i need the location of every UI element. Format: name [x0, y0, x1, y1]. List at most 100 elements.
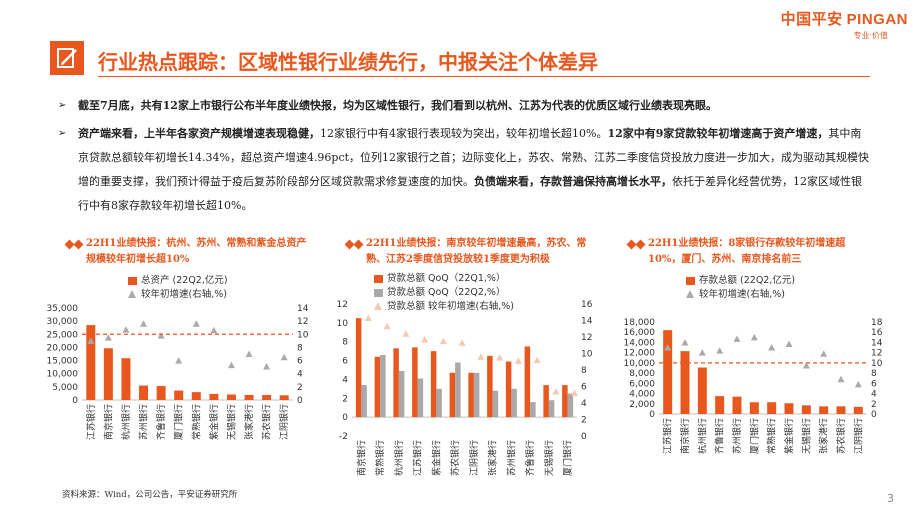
bar: [361, 385, 367, 418]
x-tick-label: 厦门银行: [748, 418, 760, 454]
y-right-tick-label: 6: [297, 357, 303, 367]
logo-cn: 中国平安: [780, 10, 843, 28]
bar: [473, 372, 480, 418]
bullet-text: 其中南京贷款总额较年初增长14.34%，超总资产增速4.96pct，位列12家银…: [78, 127, 870, 188]
x-tick-label: 无锡银行: [800, 418, 812, 454]
x-tick-label: 齐鲁银行: [155, 404, 167, 440]
marker-triangle: [227, 361, 235, 369]
bar: [209, 393, 219, 400]
pen-icon: [50, 41, 84, 75]
x-tick-label: 张家港行: [243, 404, 255, 440]
legend-label: 贷款总额 QoQ（22Q1,%）: [387, 273, 506, 284]
bar: [511, 388, 517, 418]
y-right-tick-label: 14: [871, 338, 883, 348]
y-left-tick-label: 0: [649, 410, 655, 420]
bullet-text: 依托于差异化经营优势，12家区域性银行中有8家存款较年初增长超10%。: [78, 175, 862, 212]
x-tick-label: 常熟银行: [766, 418, 778, 454]
x-tick-label: 江苏银行: [412, 440, 424, 476]
x-tick-label: 苏州银行: [138, 404, 150, 440]
x-tick-label: 厦门银行: [173, 404, 185, 440]
y-left-tick-label: 6: [342, 357, 348, 367]
x-tick-label: 张家港行: [487, 440, 499, 476]
x-tick-label: 杭州银行: [393, 440, 405, 476]
y-left-tick-label: 16,000: [624, 328, 656, 338]
y-right-tick-label: 8: [297, 343, 303, 353]
logo: 中国平安 PINGAN 专业·价值: [781, 8, 908, 41]
marker-triangle: [785, 340, 793, 347]
legend-item: 贷款总额 QoQ（22Q2,%）: [374, 286, 514, 300]
x-tick-label: 江阴银行: [852, 418, 864, 454]
chart-panel-deposits: 22H1业绩快报：8家银行存款较年初增速超10%，厦门、苏州、南京排名前三 存款…: [626, 236, 876, 300]
bullet-item: ➢ 资产端来看，上半年各家资产规模增速表现稳健，12家银行中有4家银行表现较为突…: [58, 122, 870, 218]
marker-triangle: [104, 334, 112, 341]
bar: [417, 378, 424, 418]
chart-panel-loans: 22H1业绩快报：南京较年初增速最高，苏农、常熟、江苏2季度信贷投放较1季度更为…: [344, 236, 592, 312]
x-tick-label: 江苏银行: [85, 404, 97, 440]
legend-item: 较年初增速(右轴,%): [686, 288, 795, 302]
marker-triangle: [439, 337, 447, 345]
x-tick-label: 江阴银行: [468, 440, 480, 476]
bar: [436, 388, 442, 418]
marker-triangle: [837, 375, 845, 383]
bar: [412, 347, 418, 418]
x-tick-label: 苏农银行: [835, 418, 847, 454]
legend-swatch: [128, 277, 137, 285]
bar: [487, 355, 493, 418]
legend-item: 存款总额 (22Q2,亿元): [686, 274, 795, 288]
y-left-tick-label: 8: [342, 338, 348, 348]
x-tick-label: 南京银行: [355, 440, 367, 476]
marker-triangle: [140, 320, 148, 327]
y-right-tick-label: 2: [581, 416, 587, 426]
bar: [530, 402, 536, 418]
arrow-bullet-icon: ➢: [58, 128, 67, 139]
y-right-tick-label: 4: [297, 370, 303, 380]
bar: [505, 361, 512, 418]
y-left-tick-label: 18,000: [624, 318, 656, 328]
bar: [244, 395, 254, 400]
marker-triangle: [552, 387, 560, 395]
legend-item: 总资产 (22Q2,亿元): [128, 274, 228, 288]
y-right-tick-label: 10: [297, 330, 309, 340]
chart-title: 22H1业绩快报：8家银行存款较年初增速超10%，厦门、苏州、南京排名前三: [648, 238, 846, 265]
bar: [374, 356, 381, 418]
bar: [562, 385, 568, 418]
bar: [715, 396, 725, 414]
y-right-tick-label: 14: [297, 304, 309, 314]
bar: [455, 362, 461, 418]
y-right-tick-label: 10: [581, 350, 593, 360]
y-right-tick-label: 12: [871, 349, 882, 359]
x-tick-label: 张家港行: [818, 418, 830, 454]
bar: [139, 385, 149, 400]
marker-triangle: [421, 335, 429, 343]
marker-triangle: [122, 326, 130, 333]
x-tick-label: 紫金银行: [783, 418, 795, 454]
bar: [548, 400, 555, 418]
y-left-tick-label: 2,000: [629, 400, 655, 410]
x-tick-label: 南京银行: [102, 404, 114, 440]
marker-triangle: [854, 380, 862, 388]
marker-triangle: [192, 320, 200, 327]
legend-swatch: [374, 275, 383, 283]
bar: [430, 351, 437, 418]
bar: [156, 386, 166, 400]
marker-triangle: [733, 335, 741, 342]
bar: [393, 348, 399, 418]
y-left-tick-label: -2: [339, 432, 348, 442]
x-tick-label: 江阴银行: [278, 404, 290, 440]
bar: [103, 348, 113, 400]
marker-triangle: [458, 339, 466, 346]
bar: [86, 325, 96, 400]
marker-triangle: [245, 350, 253, 357]
y-left-tick-label: 0: [342, 413, 348, 423]
bar: [398, 370, 405, 418]
x-tick-label: 常熟银行: [190, 404, 202, 440]
y-left-tick-label: 5,000: [52, 383, 78, 393]
bar: [279, 395, 289, 400]
y-left-tick-label: 35,000: [47, 304, 79, 314]
bar: [524, 346, 531, 418]
chart-legend: 总资产 (22Q2,亿元) 较年初增速(右轴,%): [128, 274, 228, 302]
x-tick-label: 江苏银行: [662, 418, 674, 454]
x-tick-label: 齐鲁银行: [714, 418, 726, 454]
bar: [121, 358, 131, 400]
bar: [492, 390, 499, 418]
